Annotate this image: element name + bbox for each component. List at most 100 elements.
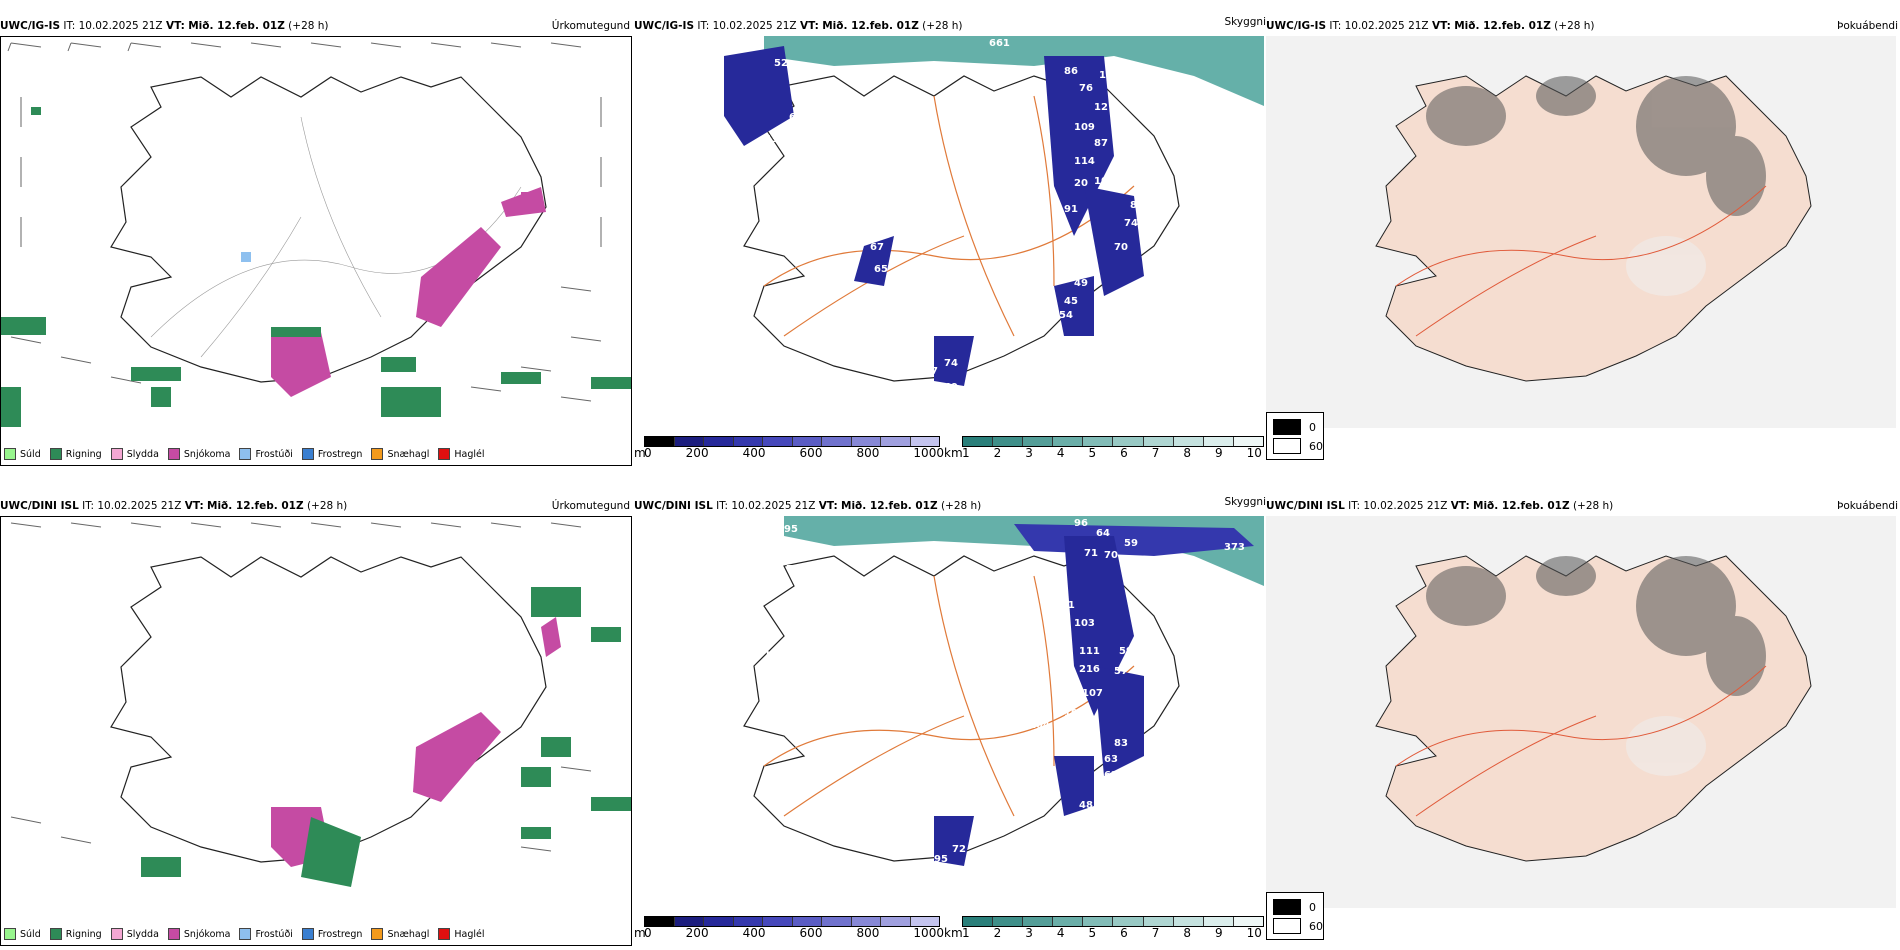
vis-number: 86 [1064, 66, 1078, 77]
vis-number: 111 [1079, 646, 1100, 657]
legend-item: Snæhagl [371, 448, 429, 460]
legend-item: Frostregn [301, 928, 362, 940]
precip-snow [271, 187, 546, 397]
vis-ticks: 1 2 3 4 5 6 7 8 9 10 [962, 446, 1262, 460]
vis-number: 91 [1064, 204, 1078, 215]
precip-legend: Súld Rigning Slydda Snjókoma Frostúði Frostre… [4, 448, 485, 460]
legend-item: Rigning [49, 928, 102, 940]
colorbar-cell [910, 917, 939, 926]
vis-number: 83 [1114, 738, 1128, 749]
legend-item: Haglél [438, 448, 485, 460]
colorbar-cell [1113, 917, 1144, 926]
colorbar-cell [1203, 917, 1234, 926]
panel-title: UWC/IG-IS IT: 10.02.2025 21Z VT: Mið. 12… [1266, 20, 1595, 32]
vis-number: 100 [1099, 70, 1120, 81]
colorbar-cell [993, 437, 1024, 446]
colorbar-tick: 400 [742, 926, 766, 940]
iceland-coast [110, 556, 547, 863]
legend-swatch [110, 448, 123, 460]
vis-number: 216 [1079, 664, 1100, 675]
legend-label: Rigning [65, 928, 102, 940]
legend-label: Snjókoma [183, 448, 231, 460]
vis-number: 64 [944, 882, 958, 893]
colorbar-tick: 8 [1183, 926, 1192, 940]
colorbar-cell [792, 917, 822, 926]
vis-number: 27 [1064, 838, 1078, 849]
vis-number: 63 [1104, 754, 1118, 765]
ceiling-ticks: 0 200 400 600 800 1000 [644, 926, 944, 940]
vis-number: 104 [1029, 720, 1050, 731]
legend-item: Súld [4, 448, 41, 460]
ceiling-colorbar [644, 916, 940, 927]
colorbar-cell [881, 437, 911, 446]
row2-fog-panel: UWC/DINI ISL IT: 10.02.2025 21Z VT: Mið.… [1266, 480, 1898, 950]
legend-swatch [49, 448, 62, 460]
vis-number: 52 [774, 58, 788, 69]
precip-rain [141, 587, 631, 887]
panel-title: UWC/IG-IS IT: 10.02.2025 21Z VT: Mið. 12… [0, 20, 329, 32]
vis-number: 114 [1074, 156, 1095, 167]
row2-visibility-panel: UWC/DINI ISL IT: 10.02.2025 21Z VT: Mið.… [634, 480, 1266, 950]
colorbar-tick: 0 [644, 446, 652, 460]
legend-label: Rigning [65, 448, 102, 460]
colorbar-tick: 3 [1025, 446, 1033, 460]
colorbar-cell [1173, 917, 1204, 926]
vis-colorbar [962, 436, 1264, 447]
roads [763, 575, 1135, 817]
colorbar-cell [733, 437, 763, 446]
ceiling-colorbar [644, 436, 940, 447]
colorbar-cell [645, 917, 675, 926]
vis-number: 74 [944, 358, 958, 369]
ceiling-ticks: 0 200 400 600 800 1000 [644, 446, 944, 460]
vis-number: 96 [1074, 518, 1088, 529]
precip-map [0, 516, 632, 946]
colorbar-cell [993, 917, 1024, 926]
legend-label: Frostregn [317, 448, 363, 460]
vis-number: 76 [786, 564, 800, 575]
colorbar-cell [704, 917, 734, 926]
ceiling-areas [724, 46, 1144, 386]
vis-number: 20 [1074, 178, 1088, 189]
legend-label: Snæhagl [387, 928, 430, 940]
legend-item: Haglél [438, 928, 485, 940]
vis-number: 95 [784, 524, 798, 535]
vis-number: 63 [764, 134, 778, 145]
legend-item: Súld [4, 928, 41, 940]
legend-item: Slydda [110, 448, 159, 460]
vis-unit: km [944, 926, 963, 940]
precip-map [0, 36, 632, 466]
colorbar-tick: 6 [1120, 446, 1128, 460]
vis-number: 71 [1084, 548, 1098, 559]
legend-label: Snæhagl [387, 448, 430, 460]
vis-number: 97 [902, 878, 916, 889]
legend-label: Slydda [126, 448, 159, 460]
ceiling-unit: m [634, 446, 646, 460]
vis-number: 95 [934, 854, 948, 865]
colorbar-tick: 2 [993, 446, 1002, 460]
colorbar-cell [1233, 437, 1263, 446]
fog-legend: 0 60 [1266, 412, 1324, 460]
colorbar-cell [822, 437, 852, 446]
vis-colorbar [962, 916, 1264, 927]
panel-title: UWC/DINI ISL IT: 10.02.2025 21Z VT: Mið.… [1266, 500, 1614, 512]
legend-item: Snæhagl [371, 928, 429, 940]
colorbar-cell [674, 437, 704, 446]
visibility-map: 661 52 66 6 63 20 86 76 100 12 109 87 114 20 104 91 82 67… [634, 36, 1264, 428]
panel-type-label: Skyggni [1224, 496, 1267, 508]
colorbar-tick: 400 [742, 446, 766, 460]
vis-number: 66 [794, 86, 808, 97]
legend-swatch [49, 928, 62, 940]
fog-map [1266, 516, 1896, 908]
legend-item: Snjókoma [167, 448, 231, 460]
colorbar-cell [1143, 917, 1174, 926]
legend-label: Frostúði [255, 928, 293, 940]
vis-number: 72 [952, 844, 966, 855]
vis-number: 104 [764, 650, 785, 661]
row1-precip-panel: UWC/IG-IS IT: 10.02.2025 21Z VT: Mið. 12… [0, 0, 632, 470]
colorbar-tick: 6 [1120, 926, 1128, 940]
panel-type-label: Úrkomutegund [551, 500, 630, 512]
vis-number: 101 [1054, 600, 1075, 611]
legend-item: Frostregn [301, 448, 363, 460]
vis-number: 82 [1130, 200, 1144, 211]
